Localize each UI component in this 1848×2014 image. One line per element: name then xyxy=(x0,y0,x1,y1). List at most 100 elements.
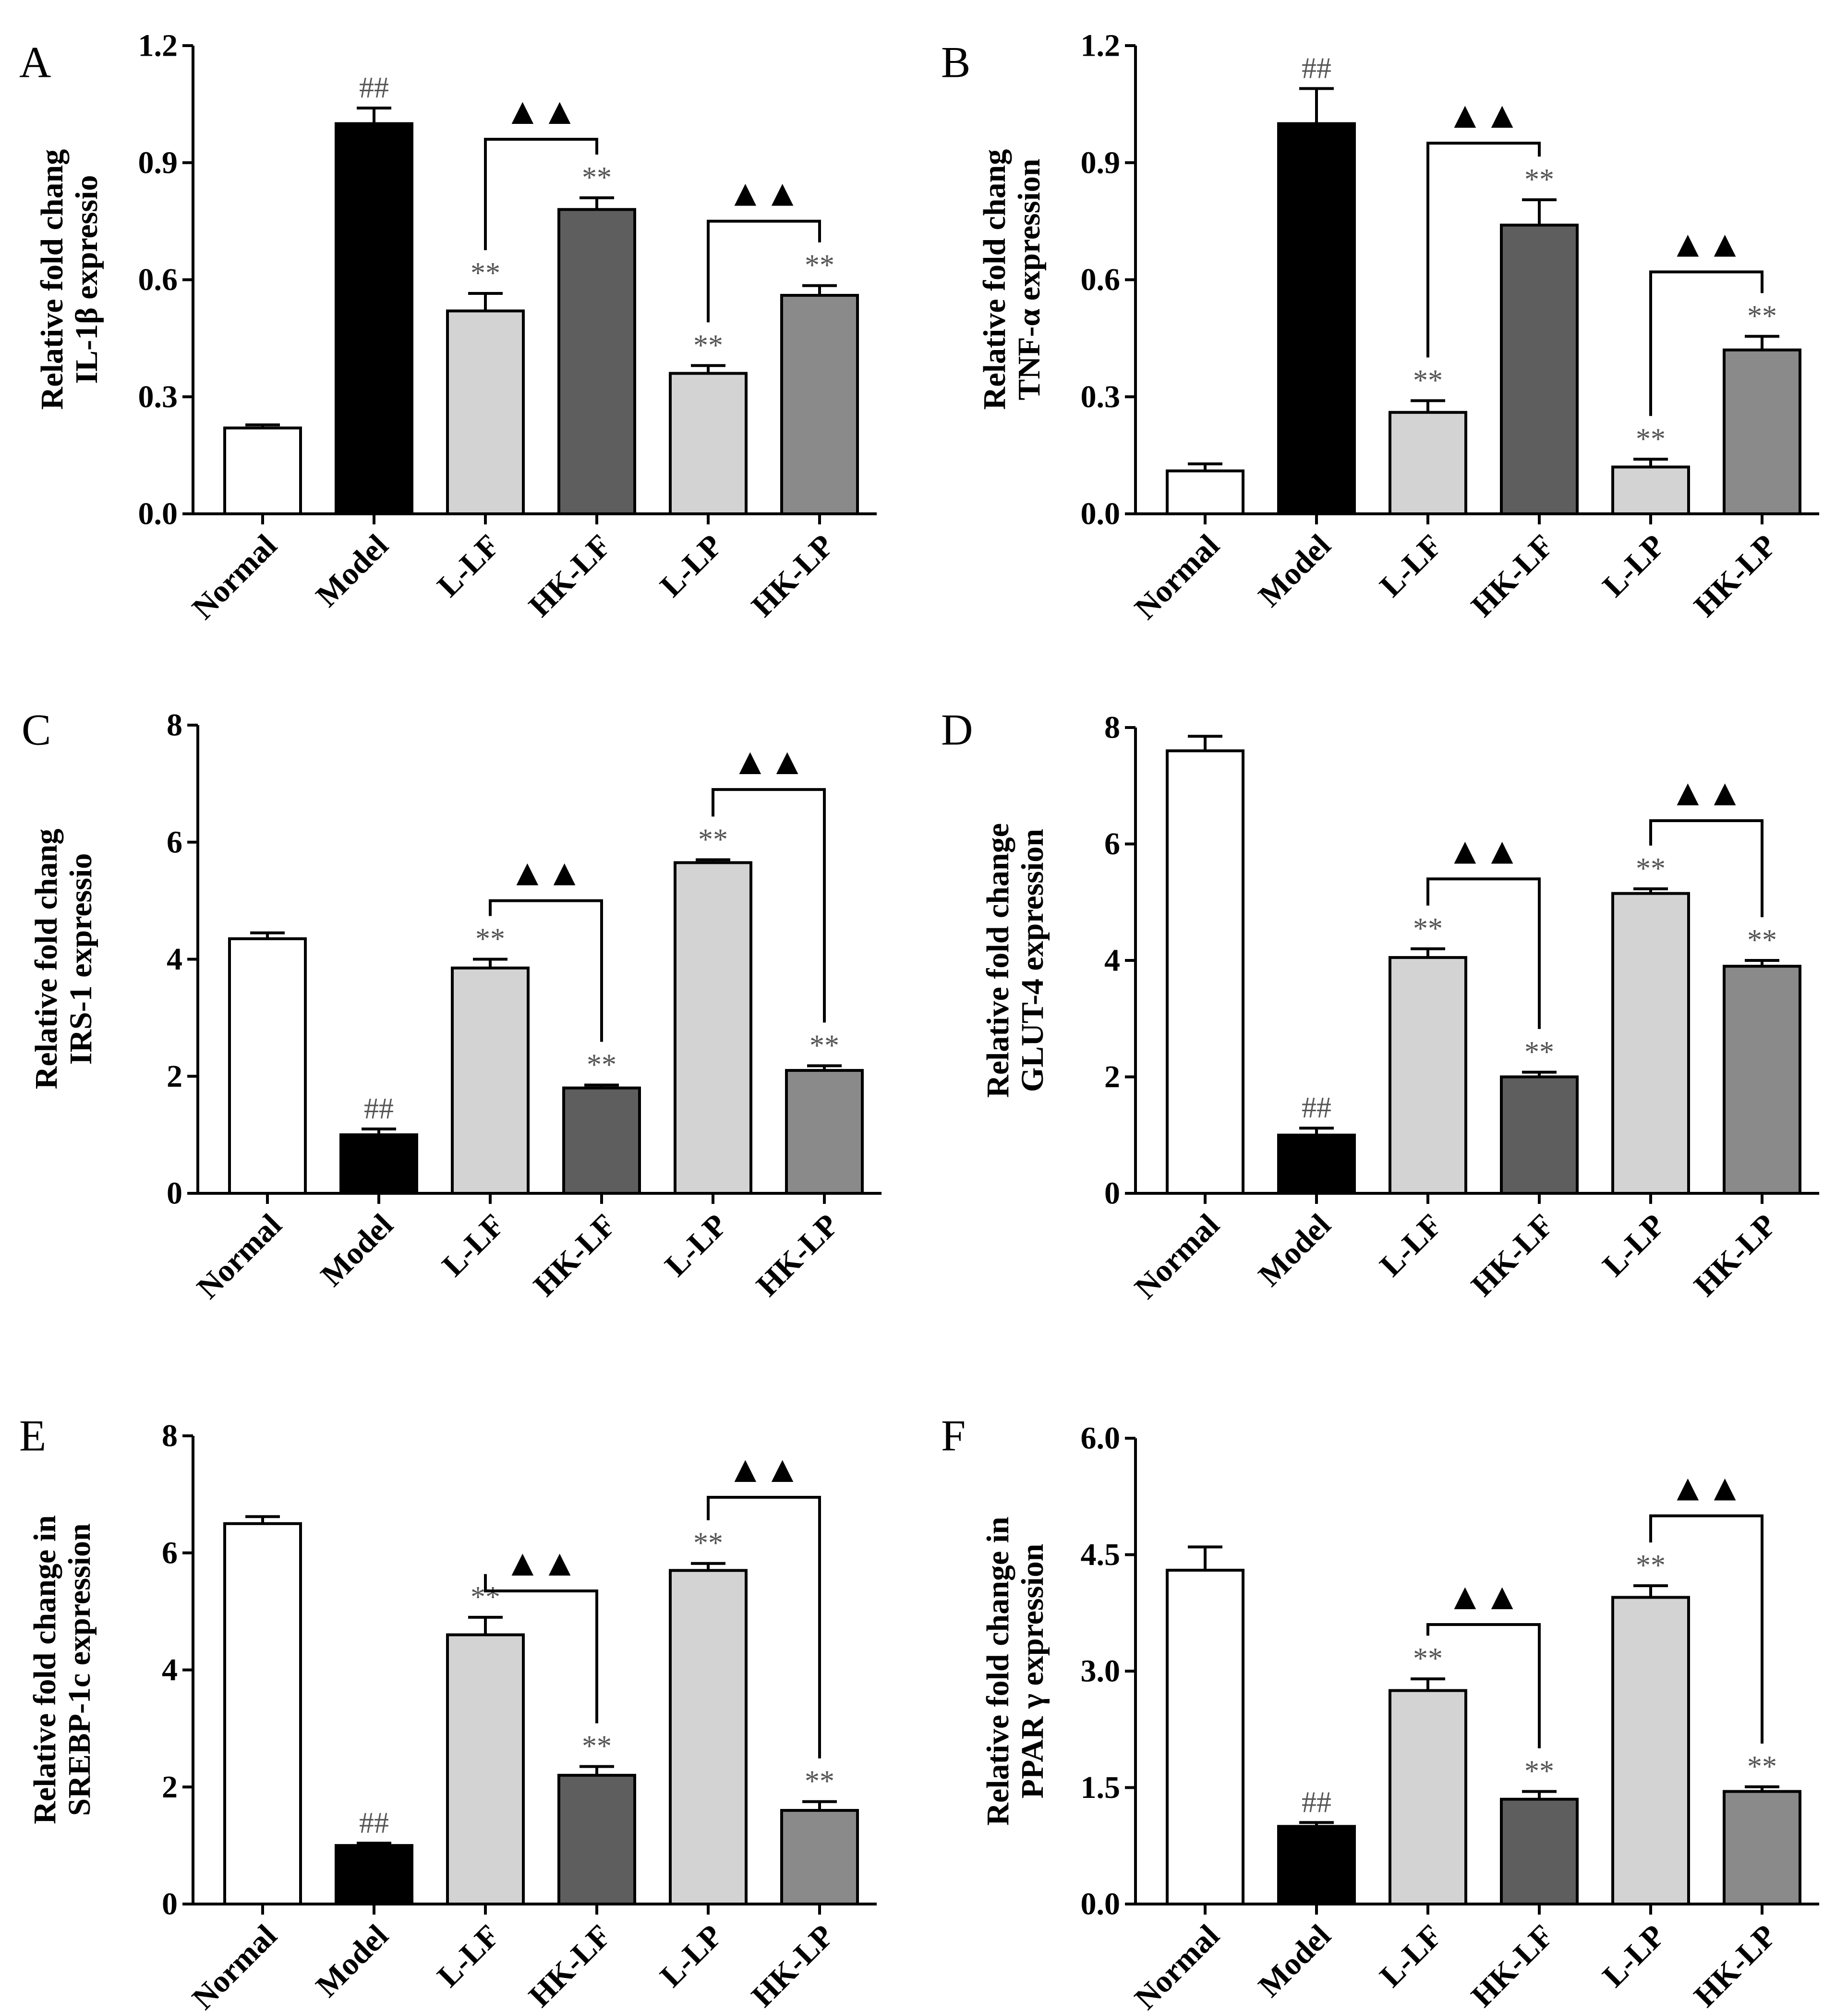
significance-label: ** xyxy=(1747,300,1777,332)
y-tick-label: 0.0 xyxy=(1081,1887,1121,1922)
category-label: Model xyxy=(314,1207,400,1293)
category-label: L-LF xyxy=(435,1207,511,1283)
y-tick-label: 4.5 xyxy=(1081,1537,1121,1572)
panel-letter: B xyxy=(941,38,970,87)
y-tick-label: 0.6 xyxy=(1081,262,1121,297)
significance-label: ## xyxy=(359,1807,389,1839)
y-axis-label-line: Relative fold change xyxy=(980,823,1015,1098)
bar-Normal xyxy=(223,1522,302,1905)
bar-Normal xyxy=(1166,1568,1244,1905)
category-label: L-LP xyxy=(1596,1207,1672,1283)
significance-label: ** xyxy=(1747,1750,1777,1783)
category-label: Normal xyxy=(190,1207,289,1306)
significance-label: ** xyxy=(698,823,728,856)
y-axis-label-line: SREBP-1c expression xyxy=(62,1523,97,1816)
category-label: L-LF xyxy=(1373,528,1449,604)
category-label: L-LF xyxy=(431,1918,507,1994)
bar-HK-LP xyxy=(780,1809,859,1905)
category-label: HK-LF xyxy=(1464,528,1560,623)
bracket-label: ▲▲ xyxy=(1669,223,1743,265)
bracket-label: ▲▲ xyxy=(1447,830,1521,872)
category-label: L-LF xyxy=(1373,1918,1449,1994)
significance-label: ** xyxy=(1413,364,1443,397)
category-label: HK-LP xyxy=(745,1918,840,2014)
significance-label: ** xyxy=(1413,912,1443,945)
y-axis-label-line: PPAR γ expression xyxy=(1015,1544,1050,1799)
bracket-label: ▲▲ xyxy=(727,172,801,214)
significance-label: ** xyxy=(475,923,505,956)
category-label: Model xyxy=(1252,528,1338,614)
y-tick-label: 8 xyxy=(162,1419,178,1454)
y-tick-label: 2 xyxy=(1104,1059,1120,1094)
panel-E: E Relative fold change inSREBP-1c express… xyxy=(19,1411,877,2014)
y-axis-label: Relative fold changTNF-α expression xyxy=(977,149,1047,410)
significance-label: ## xyxy=(359,72,389,104)
bar-HK-LF xyxy=(557,1773,636,1905)
panel-D: D Relative fold changeGLUT-4 expression 0 2… xyxy=(941,705,1819,1306)
comparison-bracket xyxy=(707,1495,821,1759)
category-label: HK-LP xyxy=(1687,1918,1783,2014)
panel-letter: D xyxy=(941,705,973,754)
y-tick-label: 6 xyxy=(167,825,182,860)
bracket-label: ▲▲ xyxy=(727,1448,801,1490)
bar-L-LP xyxy=(669,372,748,515)
y-axis-label: Relative fold changIRS-1 expressio xyxy=(29,829,98,1090)
bar-L-LP xyxy=(1611,465,1690,515)
y-tick-label: 0.0 xyxy=(1081,497,1121,532)
bar-Model xyxy=(1277,122,1356,515)
comparison-bracket xyxy=(1649,270,1763,416)
y-tick-label: 4 xyxy=(162,1652,178,1687)
bar-HK-LP xyxy=(1723,965,1801,1195)
y-tick-label: 1.2 xyxy=(138,28,178,63)
category-label: HK-LF xyxy=(522,528,617,623)
panel-letter: C xyxy=(22,705,51,754)
y-tick-label: 6.0 xyxy=(1081,1421,1121,1456)
significance-label: ** xyxy=(1636,852,1666,885)
significance-label: ** xyxy=(1413,1642,1443,1675)
y-tick-label: 0.6 xyxy=(138,262,178,297)
significance-label: ## xyxy=(1302,1786,1331,1819)
category-label: HK-LP xyxy=(1687,528,1783,623)
significance-label: ** xyxy=(805,1765,834,1798)
category-label: Normal xyxy=(185,1918,284,2014)
y-axis-label-line: Relative fold change in xyxy=(27,1515,62,1824)
y-tick-label: 1.5 xyxy=(1081,1770,1121,1805)
category-label: L-LF xyxy=(431,528,507,604)
bar-L-LF xyxy=(1389,956,1467,1195)
panel-B: B Relative fold changTNF-α expression 0.0 0… xyxy=(941,28,1819,626)
significance-label: ## xyxy=(1302,52,1331,85)
y-tick-label: 8 xyxy=(167,708,182,743)
y-axis-label-line: IRS-1 expressio xyxy=(63,853,98,1065)
comparison-bracket xyxy=(1649,819,1763,917)
bracket-label: ▲▲ xyxy=(1447,94,1521,136)
y-tick-label: 2 xyxy=(162,1770,178,1805)
significance-label: ** xyxy=(1524,1755,1554,1788)
significance-label: ** xyxy=(471,257,500,290)
panel-letter: A xyxy=(19,38,51,87)
significance-label: ** xyxy=(809,1029,839,1062)
y-tick-label: 0.9 xyxy=(138,145,178,180)
bar-HK-LF xyxy=(1500,223,1579,515)
significance-label: ## xyxy=(364,1092,394,1125)
panel-C: C Relative fold changIRS-1 expressio 0 2 4 6 8… xyxy=(22,705,882,1306)
bar-L-LP xyxy=(1611,892,1690,1195)
panel-A: A Relative fold changIL-1β expressio 0.0 0.… xyxy=(19,28,877,626)
category-label: Normal xyxy=(185,528,284,626)
y-tick-label: 0 xyxy=(1104,1176,1120,1211)
category-label: HK-LP xyxy=(1687,1207,1783,1303)
y-axis-label-line: GLUT-4 expression xyxy=(1015,829,1050,1092)
comparison-bracket xyxy=(1649,1514,1763,1744)
category-label: Model xyxy=(1252,1918,1338,2004)
y-axis-label-line: IL-1β expressio xyxy=(69,175,104,384)
y-tick-label: 6 xyxy=(1104,826,1120,861)
bar-L-LF xyxy=(446,309,525,515)
y-tick-label: 4 xyxy=(167,942,182,977)
bar-Normal xyxy=(223,426,302,515)
bracket-label: ▲▲ xyxy=(1669,1467,1743,1509)
y-tick-label: 2 xyxy=(167,1059,182,1094)
category-label: L-LP xyxy=(658,1207,734,1283)
bar-HK-LF xyxy=(1500,1797,1579,1905)
bar-Normal xyxy=(1166,469,1244,515)
category-label: Model xyxy=(309,1918,395,2004)
bracket-label: ▲▲ xyxy=(732,740,806,782)
